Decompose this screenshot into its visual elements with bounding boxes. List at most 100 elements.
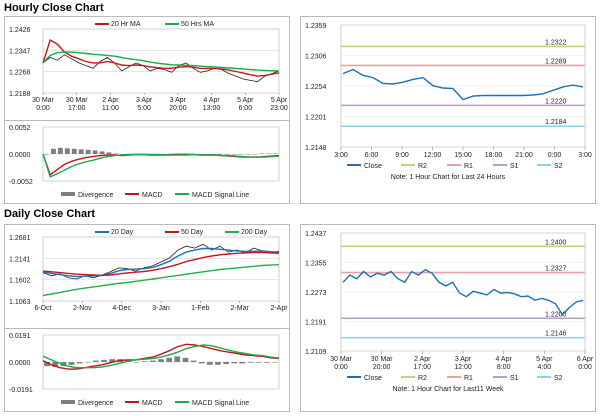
- daily-macd-divergence-bar: [207, 362, 213, 365]
- daily-pivot-xtick-label: 30 Mar: [330, 356, 352, 363]
- hourly-pivot-level-label-s1: 1.2220: [545, 98, 567, 105]
- daily-price-legend-label: 50 Day: [181, 229, 204, 236]
- daily-price-series-50-day: [42, 251, 280, 277]
- daily-macd-divergence-bar: [255, 362, 262, 363]
- hourly-macd-legend-label: MACD Signal Line: [192, 192, 249, 199]
- daily-pivot-xtick-label: 8:00: [497, 364, 511, 371]
- hourly-price-xtick-label: 0:00: [36, 105, 50, 112]
- daily-price-xtick-label: 6-Oct: [34, 305, 51, 312]
- hourly-price-legend-label: 20 Hr MA: [111, 21, 141, 28]
- daily-pivot-level-label-r2: 1.2400: [545, 239, 567, 246]
- daily-pivot-xtick-label: 4 Apr: [495, 356, 512, 363]
- daily-macd-divergence-bar: [141, 361, 148, 362]
- hourly-macd-divergence-bar: [210, 154, 216, 155]
- daily-pivot-close-line: [342, 268, 584, 316]
- daily-pivot-ytick-label: 1.2109: [305, 349, 327, 356]
- daily-price-ytick-label: 1.2681: [9, 235, 31, 242]
- hourly-pivot-level-label-s2: 1.2184: [545, 119, 567, 126]
- hourly-macd-divergence-bar: [57, 147, 63, 154]
- hourly-macd-divergence-bar: [224, 154, 230, 155]
- hourly-price-ytick-label: 1.2426: [9, 27, 31, 34]
- hourly-pivot-ytick-label: 1.2201: [305, 115, 327, 122]
- hourly-macd-divergence-bar: [231, 154, 237, 155]
- daily-macd-divergence-bar: [263, 362, 270, 363]
- hourly-macd-divergence-bar: [217, 154, 223, 155]
- hourly-macd-divergence-bar: [175, 153, 181, 154]
- daily-pivot-xtick-label: 4:00: [538, 364, 552, 371]
- daily-macd-divergence-bar: [215, 362, 221, 365]
- hourly-price-xtick-label: 2 Apr: [102, 97, 119, 104]
- daily-pivot-xtick-label: 6 Apr: [577, 356, 594, 363]
- hourly-macd-legend-swatch: [61, 192, 75, 196]
- hourly-pivot-note: Note: 1 Hour Chart for Last 24 Hours: [391, 174, 506, 181]
- daily-price-xtick-label: 3-Jan: [152, 305, 170, 312]
- daily-macd-legend-label: MACD: [142, 400, 163, 407]
- hourly-price-xtick-label: 3 Apr: [170, 97, 187, 104]
- daily-macd-ytick-label: 0.0000: [9, 360, 31, 367]
- hourly-macd-legend-label: Divergence: [78, 192, 114, 199]
- hourly-pivot-xtick-label: 15:00: [454, 152, 472, 159]
- hourly-price-xtick-label: 17:00: [68, 105, 86, 112]
- hourly-macd-divergence-bar: [266, 153, 272, 154]
- daily-pivot-legend-label: S2: [554, 375, 563, 382]
- daily-price-panel: 1.2681 1.2141 1.1602 1.1063 6-Oct 2-Nov 4-Dec 3…: [4, 224, 290, 330]
- daily-macd-divergence-bar: [272, 362, 278, 363]
- hourly-macd-legend-label: MACD: [142, 192, 163, 199]
- daily-macd-signal-line: [42, 344, 280, 369]
- daily-pivot-legend-label: R2: [418, 375, 427, 382]
- hourly-price-series-20-hr-ma: [42, 38, 280, 77]
- hourly-macd-divergence-bar: [71, 148, 77, 154]
- daily-macd-divergence-bar: [182, 357, 189, 362]
- hourly-price-xtick-label: 5:00: [137, 105, 151, 112]
- hourly-macd-divergence-bar: [259, 153, 265, 154]
- daily-pivot-xtick-label: 30 Mar: [371, 356, 393, 363]
- hourly-pivot-legend-label: S2: [554, 163, 563, 170]
- daily-macd-divergence-bar: [190, 360, 197, 362]
- daily-price-xtick-label: 2-Mar: [231, 305, 250, 312]
- hourly-macd-signal-line: [42, 153, 280, 178]
- hourly-macd-divergence-bar: [92, 150, 98, 154]
- daily-macd-ytick-label: 0.0191: [9, 333, 31, 340]
- daily-pivot-ytick-label: 1.2191: [305, 320, 327, 327]
- hourly-price-xtick-label: 5 Apr: [271, 97, 288, 104]
- hourly-price-xtick-label: 5 Apr: [237, 97, 254, 104]
- daily-macd-divergence-bar: [247, 362, 254, 363]
- daily-pivot-xtick-label: 20:00: [373, 364, 391, 371]
- daily-macd-divergence-bar: [198, 362, 205, 364]
- daily-pivot-xtick-label: 12:00: [454, 364, 472, 371]
- daily-macd-chart: 0.0191 0.0000 -0.0191 Divergence MACD MACD Si…: [9, 333, 280, 407]
- hourly-price-series-close: [42, 54, 280, 83]
- daily-pivot-level-label-r1: 1.2327: [545, 266, 567, 273]
- daily-macd-divergence-bar: [101, 359, 107, 362]
- hourly-price-xtick-label: 3 Apr: [136, 97, 153, 104]
- hourly-price-ytick-label: 1.2268: [9, 70, 31, 77]
- hourly-macd-divergence-bar: [245, 154, 251, 155]
- hourly-pivot-xtick-label: 12:00: [424, 152, 442, 159]
- daily-price-legend-label: 200 Day: [241, 229, 268, 236]
- daily-macd-ytick-label: -0.0191: [9, 387, 33, 394]
- daily-macd-divergence-bar: [44, 362, 50, 367]
- daily-price-series-20-day: [42, 247, 280, 278]
- daily-macd-divergence-bar: [68, 362, 75, 365]
- daily-pivot-legend-label: S1: [510, 375, 519, 382]
- hourly-pivot-close-line: [342, 68, 584, 101]
- hourly-pivot-legend-label: R2: [418, 163, 427, 170]
- daily-macd-divergence-bar: [109, 359, 115, 362]
- daily-pivot-xtick-label: 0:00: [334, 364, 348, 371]
- hourly-pivot-ytick-label: 1.2148: [305, 145, 327, 152]
- hourly-pivot-xtick-label: 18:00: [485, 152, 503, 159]
- hourly-price-plot-area: [42, 28, 280, 94]
- hourly-price-xtick-label: 6:00: [238, 105, 252, 112]
- hourly-macd-ytick-label: 0.0000: [9, 152, 31, 159]
- daily-macd-divergence-bar: [166, 357, 172, 362]
- daily-pivot-xtick-label: 5 Apr: [536, 356, 553, 363]
- daily-macd-legend-label: Divergence: [78, 400, 114, 407]
- daily-macd-divergence-bar: [150, 360, 156, 362]
- daily-price-ytick-label: 1.1602: [9, 278, 31, 285]
- hourly-pivot-xtick-label: 6:00: [365, 152, 379, 159]
- daily-macd-divergence-bar: [133, 362, 140, 363]
- hourly-price-xtick-label: 23:00: [270, 105, 288, 112]
- daily-pivot-ytick-label: 1.2437: [305, 231, 327, 238]
